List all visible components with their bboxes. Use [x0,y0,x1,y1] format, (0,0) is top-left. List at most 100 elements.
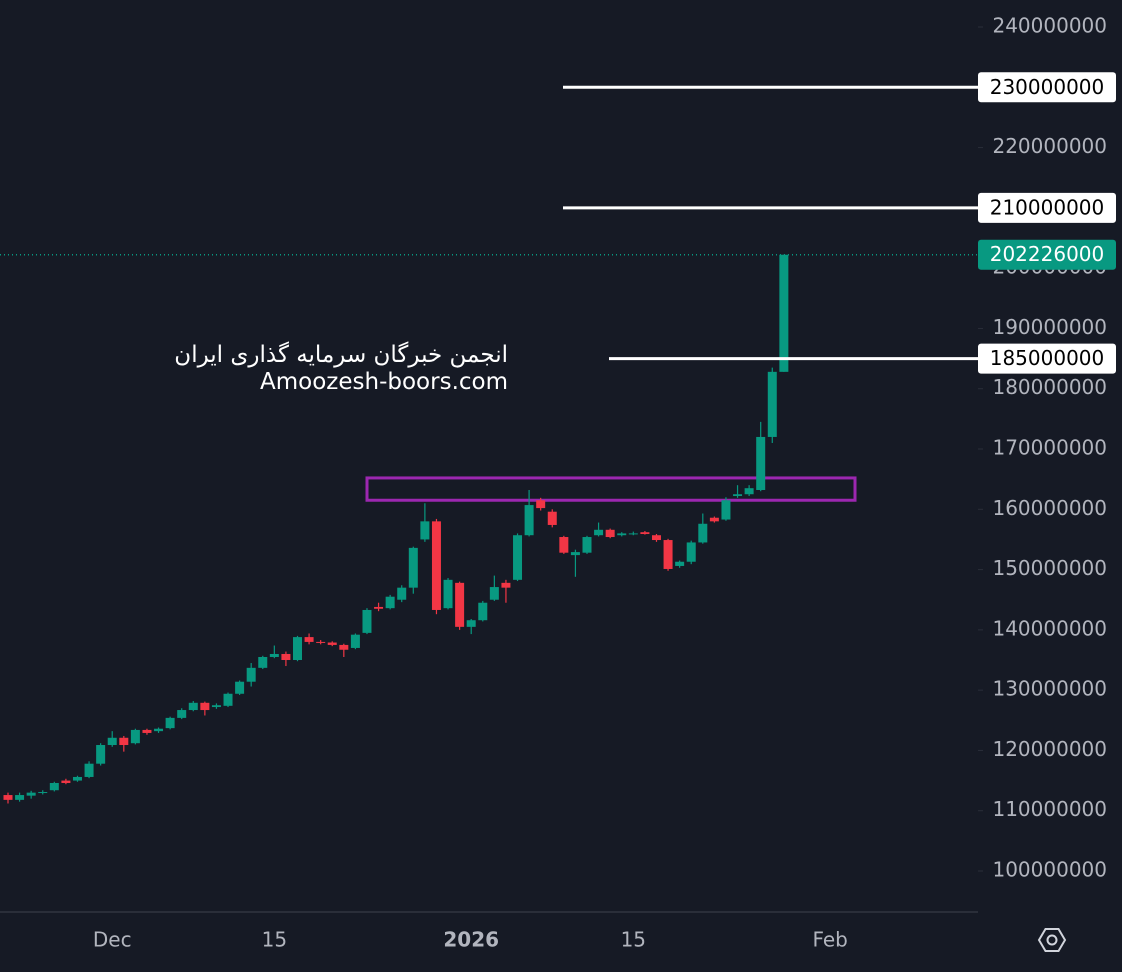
candle-body [397,587,407,600]
candle-body [408,547,418,588]
candle-body [211,705,221,708]
candle-body [536,500,546,509]
candle-body [26,792,36,796]
candle-body [72,776,82,781]
annotation: Amoozesh-boors.com [260,369,508,395]
candle-body [466,620,476,627]
candle-body [663,540,673,569]
candle-body [628,533,638,535]
x-tick-label: 15 [621,928,646,952]
candle-body [385,596,395,609]
last-price-box [978,239,1116,270]
candle-body [269,653,279,657]
level-label: 210000000 [990,195,1105,219]
candle-body [547,511,557,525]
candle-body [779,254,789,372]
candle-body [235,681,245,694]
candle-body [258,656,268,668]
candle-body [130,729,140,744]
level-label: 185000000 [990,346,1105,370]
candle-body [327,642,337,645]
candle-body [478,602,488,621]
level-label: 230000000 [990,75,1105,99]
candle-body [559,537,569,553]
candle-body [617,533,627,536]
candle-body [686,542,696,562]
level-label-box [978,72,1116,103]
candle-body [651,535,661,541]
candle-body [119,737,129,746]
zone-box [365,476,857,502]
candle-body [698,523,708,543]
candle-body [640,532,650,535]
candle-body [350,634,360,648]
candle-body [3,795,13,800]
x-tick-label: 15 [262,928,287,952]
candle-body [431,521,441,610]
candle-body [570,552,580,556]
candle-body [293,637,302,661]
candle-body [38,792,48,794]
y-tick-label: 240000000 [992,14,1107,38]
candle-body [362,609,372,633]
x-tick-label: 2026 [443,928,499,952]
candle-body [501,582,511,588]
candle-body [489,587,499,600]
candle-body [142,729,152,733]
candle-body [594,529,604,536]
candle-body [455,582,465,627]
annotation: انجمن خبرگان سرمایه گذاری ایران [174,342,508,368]
candle-body [200,702,210,711]
candle-body [61,780,71,783]
candle-body [316,641,326,643]
candle-body [756,436,766,491]
candle-body [246,667,256,682]
x-tick-label: Feb [812,928,847,952]
candle-body [177,710,187,718]
candle-body [675,561,685,566]
candle-body [443,579,453,609]
candle-body [223,693,233,706]
candle-body [420,521,430,540]
candle-body [281,653,291,661]
candle-body [339,644,349,650]
y-tick-label: 160000000 [992,496,1107,520]
candle-body [49,782,59,791]
candle-body [721,500,731,520]
y-tick-label: 100000000 [992,858,1107,882]
y-tick-label: 220000000 [992,134,1107,158]
candle-body [154,728,164,732]
candle-body [767,371,777,437]
x-tick-label: Dec [93,928,132,952]
candle-body [605,529,615,538]
y-tick-label: 130000000 [992,677,1107,701]
candle-body [304,637,314,642]
last-price-label: 202226000 [990,242,1105,266]
candle-body [107,737,117,746]
candle-body [165,717,175,729]
candle-body [374,606,384,609]
y-tick-label: 170000000 [992,436,1107,460]
candle-body [744,488,754,495]
candle-body [582,537,592,553]
y-tick-label: 140000000 [992,616,1107,640]
level-label-box [978,343,1116,374]
settings-icon[interactable] [1037,928,1067,952]
y-tick-label: 180000000 [992,375,1107,399]
y-tick-label: 110000000 [992,797,1107,821]
level-label-box [978,192,1116,223]
candle-body [513,535,523,580]
candle-body [524,505,534,536]
candle-body [96,745,106,764]
y-tick-label: 120000000 [992,737,1107,761]
candle-body [733,494,743,497]
candle-body [15,795,25,800]
candle-body [84,763,94,777]
candle-body [709,517,719,522]
candle-body [188,702,198,711]
y-tick-label: 190000000 [992,315,1107,339]
y-tick-label: 150000000 [992,556,1107,580]
